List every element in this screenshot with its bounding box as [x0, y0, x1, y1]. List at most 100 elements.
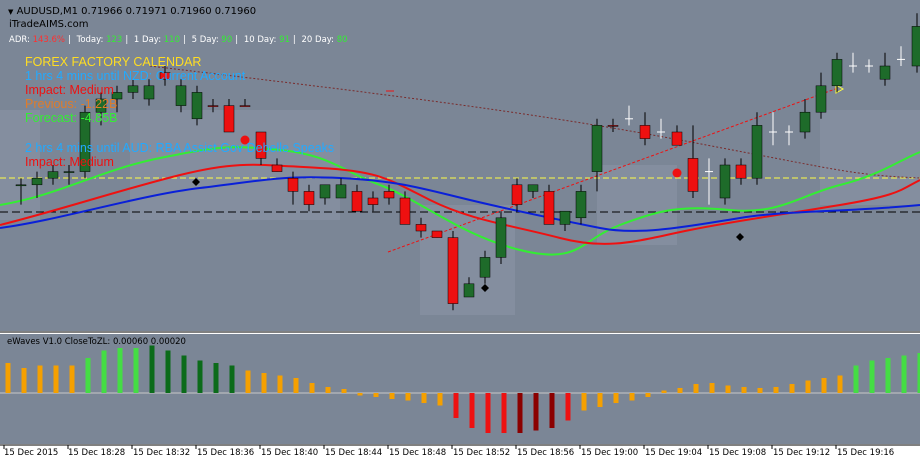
histogram-bar: [245, 370, 251, 393]
candle-body: [303, 191, 315, 205]
histogram-bar: [389, 393, 395, 399]
indicator-label: eWaves V1.0 CloseToZL: 0.00060 0.00020: [7, 337, 186, 347]
candle-body: [207, 105, 219, 107]
calendar-event-2: 2 hrs 4 mins until AUD: RBA Assist Gov D…: [25, 141, 335, 155]
calendar-forecast-1: Forecast: -4.85B: [25, 111, 118, 125]
dotted-trend-curve: [149, 65, 920, 179]
candle-body: [495, 217, 507, 258]
histogram-bar: [85, 358, 91, 393]
candle-body: [911, 26, 920, 67]
time-label: 15 Dec 18:28: [68, 448, 126, 458]
candle-body: [751, 125, 763, 179]
site-name: iTradeAIMS.com: [9, 19, 89, 30]
day10-value: 91: [279, 35, 290, 45]
candle-body: [543, 191, 555, 225]
candle-body: [31, 177, 43, 186]
histogram-bar: [613, 393, 619, 403]
histogram-bar: [533, 393, 539, 431]
candle-body: [607, 125, 619, 127]
session-box: [820, 110, 920, 205]
dropdown-icon[interactable]: ▼: [8, 8, 14, 16]
time-label: 15 Dec 18:32: [133, 448, 191, 458]
diamond-marker: [192, 178, 200, 186]
histogram-bar: [373, 393, 379, 397]
histogram-bar: [501, 393, 507, 433]
histogram-bar: [629, 393, 635, 401]
candle-body: [335, 184, 347, 199]
histogram-bar: [53, 365, 59, 393]
histogram-bar: [309, 383, 315, 393]
time-label: 15 Dec 18:56: [517, 448, 575, 458]
candle-body: [687, 158, 699, 192]
histogram-bar: [69, 365, 75, 393]
symbol-quote: AUDUSD,M1 0.71966 0.71971 0.71960 0.7196…: [16, 6, 257, 17]
candle-body: [527, 184, 539, 192]
candle-body: [415, 224, 427, 232]
time-label: 15 Dec 19:00: [581, 448, 639, 458]
diamond-marker: [481, 284, 489, 292]
histogram-bar: [901, 355, 907, 393]
histogram-bar: [325, 387, 331, 393]
histogram-bar: [597, 393, 603, 407]
signal-dot: [672, 168, 682, 178]
day1-value: 110: [163, 35, 180, 45]
candle-body: [95, 98, 107, 113]
session-box: [597, 165, 677, 245]
histogram-bar: [805, 380, 811, 393]
candle-body: [111, 92, 123, 100]
histogram-bar: [693, 384, 699, 393]
adr-label: ADR:: [9, 35, 30, 45]
day5-value: 90: [221, 35, 233, 45]
candle-body: [671, 131, 683, 146]
histogram-bar: [581, 393, 587, 411]
histogram-bar: [725, 385, 731, 393]
histogram-bar: [5, 363, 11, 393]
candle-body: [719, 164, 731, 199]
candle-body: [799, 111, 811, 133]
ma-blue-line: [0, 176, 920, 232]
time-label: 15 Dec 2015: [4, 448, 59, 458]
histogram-bar: [453, 393, 459, 418]
histogram-bar: [437, 393, 443, 406]
histogram-bar: [469, 393, 475, 428]
day20-value: 80: [336, 35, 348, 45]
histogram-bar: [117, 348, 123, 393]
candle-body: [815, 85, 827, 113]
candle-body: [879, 65, 891, 80]
time-label: 15 Dec 19:08: [709, 448, 767, 458]
candle-body: [831, 59, 843, 87]
histogram-bar: [789, 384, 795, 393]
time-label: 15 Dec 19:04: [645, 448, 703, 458]
candle-body: [511, 184, 523, 205]
histogram-bar: [917, 353, 920, 393]
candle-body: [591, 125, 603, 172]
candle-body: [351, 191, 363, 212]
histogram-bar: [229, 365, 235, 393]
candle-body: [255, 131, 267, 159]
histogram-bar: [565, 393, 571, 421]
candle-body: [191, 92, 203, 120]
calendar-previous-1: Previous: -1.22B: [25, 97, 118, 111]
histogram-bar: [293, 378, 299, 393]
histogram-bar: [197, 360, 203, 393]
calendar-event-1: 1 hrs 4 mins until NZD: Current Account: [25, 69, 246, 83]
histogram-bar: [885, 358, 891, 393]
day5-label: 5 Day:: [191, 35, 219, 45]
candle-body: [223, 105, 235, 133]
histogram-bar: [213, 363, 219, 393]
candle-body: [63, 171, 75, 173]
time-label: 15 Dec 18:36: [197, 448, 255, 458]
calendar-impact-1: Impact: Medium: [25, 83, 114, 97]
day20-label: 20 Day:: [301, 35, 335, 45]
today-value: 123: [106, 35, 123, 45]
time-label: 15 Dec 18:52: [453, 448, 511, 458]
candle-body: [239, 105, 251, 107]
candle-body: [463, 283, 475, 298]
calendar-title: FOREX FACTORY CALENDAR: [25, 55, 202, 69]
time-label: 15 Dec 19:16: [837, 448, 895, 458]
candle-body: [127, 85, 139, 93]
histogram-bar: [261, 373, 267, 393]
today-label: Today:: [76, 35, 104, 45]
